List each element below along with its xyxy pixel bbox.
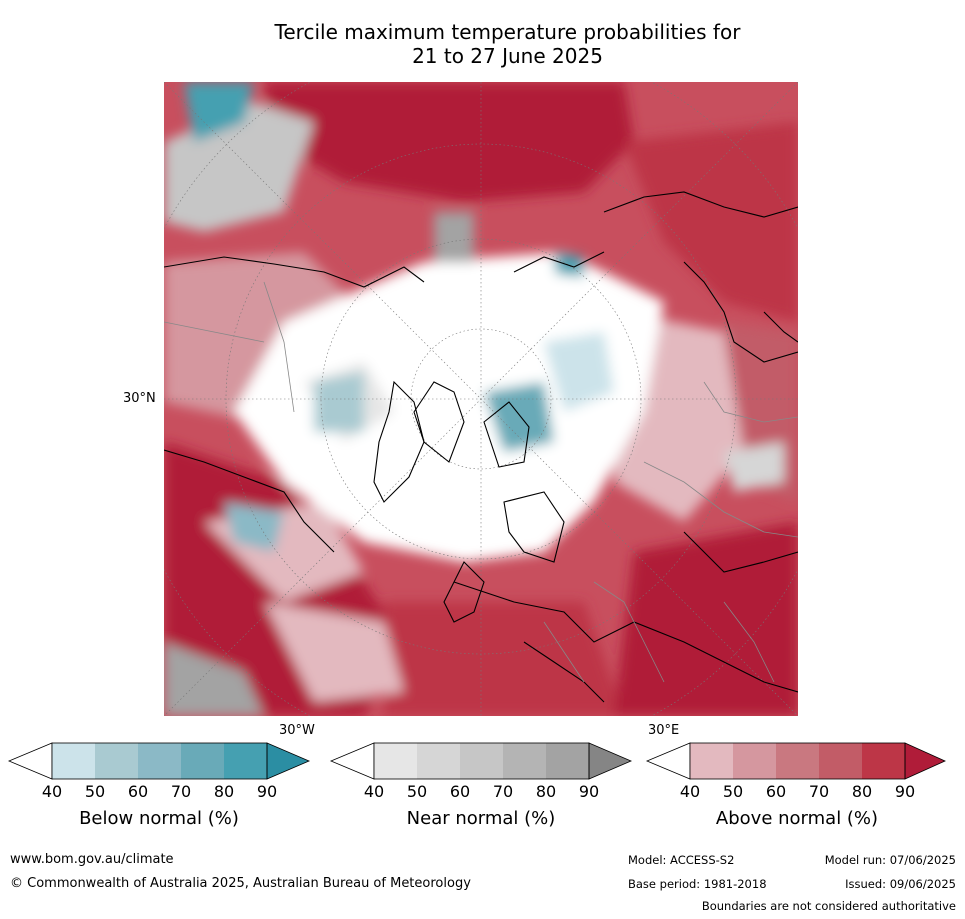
colorbar-segment — [503, 743, 546, 779]
probability-shading — [164, 82, 798, 716]
tick-label: 70 — [170, 782, 192, 801]
tick-label: 40 — [41, 782, 63, 801]
longitude-label-30e: 30°E — [648, 723, 680, 738]
legend-colorbar — [329, 742, 633, 780]
website-link[interactable]: www.bom.gov.au/climate — [10, 852, 174, 867]
tick-label: 40 — [363, 782, 385, 801]
tick-label: 90 — [894, 782, 916, 801]
boundary-disclaimer: Boundaries are not considered authoritat… — [701, 899, 956, 913]
country-borders — [164, 281, 798, 683]
graticule — [164, 82, 798, 716]
tick-label: 70 — [808, 782, 830, 801]
colorbar-segment — [181, 743, 224, 779]
colorbar-max-arrow — [904, 742, 946, 780]
title-line-2: 21 to 27 June 2025 — [412, 44, 603, 68]
tick-label: 50 — [722, 782, 744, 801]
colorbar-segment — [95, 743, 138, 779]
colorbar-segment — [52, 743, 95, 779]
colorbar-segment — [819, 743, 862, 779]
tick-label: 60 — [127, 782, 149, 801]
tick-label: 40 — [679, 782, 701, 801]
tick-label: 90 — [578, 782, 600, 801]
tick-label: 80 — [213, 782, 235, 801]
colorbar-segments — [374, 743, 589, 779]
colorbar-segment — [460, 743, 503, 779]
tick-label: 60 — [765, 782, 787, 801]
colorbar-segment — [776, 743, 819, 779]
colorbar-max-arrow — [266, 742, 311, 780]
map-title: Tercile maximum temperature probabilitie… — [160, 20, 855, 68]
colorbar-segment — [862, 743, 905, 779]
tick-label: 50 — [84, 782, 106, 801]
colorbar-segments — [690, 743, 905, 779]
tick-label: 80 — [851, 782, 873, 801]
copyright-text: © Commonwealth of Australia 2025, Austra… — [10, 876, 471, 891]
tick-label: 60 — [449, 782, 471, 801]
legend-ticks: 40 50 60 70 80 90 — [8, 782, 310, 802]
legend-title: Near normal (%) — [406, 808, 556, 829]
legend-near-normal: 40 50 60 70 80 90 Near normal (%) — [329, 742, 633, 834]
longitude-label-30w: 30°W — [279, 723, 315, 738]
colorbar-segment — [690, 743, 733, 779]
colorbar-max-arrow — [588, 742, 633, 780]
model-run-date: Model run: 07/06/2025 — [824, 853, 956, 867]
colorbar-segment — [374, 743, 417, 779]
model-name: Model: ACCESS-S2 — [628, 853, 735, 867]
probability-map — [164, 82, 798, 716]
legend-title: Below normal (%) — [79, 808, 239, 829]
legend-ticks: 40 50 60 70 80 90 — [330, 782, 632, 802]
tick-label: 90 — [256, 782, 278, 801]
legend-colorbar — [645, 742, 946, 780]
legend-ticks: 40 50 60 70 80 90 — [646, 782, 948, 802]
issued-date: Issued: 09/06/2025 — [845, 877, 956, 891]
legend-colorbar — [7, 742, 311, 780]
latitude-label-30n: 30°N — [123, 391, 156, 406]
colorbar-segment — [546, 743, 589, 779]
colorbar-segments — [52, 743, 267, 779]
tick-label: 50 — [406, 782, 428, 801]
legend-above-normal: 40 50 60 70 80 90 Above normal (%) — [645, 742, 948, 834]
colorbar-segment — [733, 743, 776, 779]
colorbar-segment — [138, 743, 181, 779]
colorbar-segment — [417, 743, 460, 779]
tick-label: 70 — [492, 782, 514, 801]
legend-title: Above normal (%) — [715, 808, 879, 829]
title-line-1: Tercile maximum temperature probabilitie… — [274, 20, 741, 44]
tick-label: 80 — [535, 782, 557, 801]
legend-below-normal: 40 50 60 70 80 90 Below normal (%) — [7, 742, 311, 834]
colorbar-segment — [224, 743, 267, 779]
base-period: Base period: 1981-2018 — [628, 877, 767, 891]
coastlines — [164, 191, 798, 703]
